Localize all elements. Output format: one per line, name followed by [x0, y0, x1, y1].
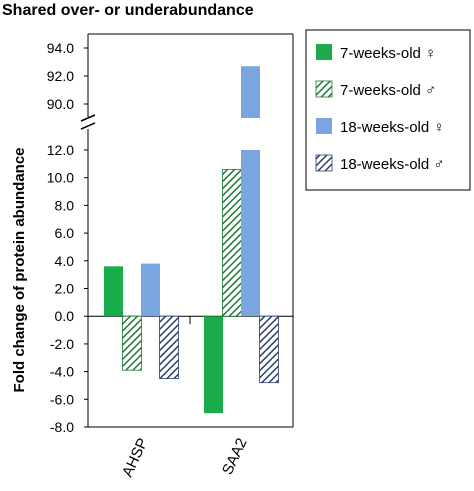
bar: [122, 315, 142, 371]
bar: [159, 315, 179, 379]
y-tick-label: -4.0: [50, 364, 74, 380]
y-tick-label: 94.0: [47, 40, 74, 56]
y-tick-label: 10.0: [47, 170, 74, 186]
plot-area: -8.0 -6.0 -4.0 -2.0 0.0 2.0 4.0 6.0 8.0 10.0 12.0 9…: [47, 33, 294, 480]
legend-label: 7-weeks-old ♂: [340, 82, 436, 99]
y-tick-label: 2.0: [55, 281, 75, 297]
y-tick-label: -8.0: [50, 419, 74, 435]
bar: [222, 168, 242, 317]
axis-break-mark: [80, 114, 96, 122]
bar-upper-segment: [241, 66, 260, 118]
legend-swatch: [315, 154, 333, 172]
bar: [141, 263, 160, 317]
y-tick-label: 12.0: [47, 142, 74, 158]
chart-title: Shared over- or underabundance: [2, 2, 254, 19]
x-category-label: AHSP: [119, 436, 152, 480]
y-tick-label: -2.0: [50, 336, 74, 352]
y-tick-label: -6.0: [50, 391, 74, 407]
legend-frame: [305, 29, 471, 191]
y-tick-label: 6.0: [55, 225, 75, 241]
axis-break-mark: [80, 122, 96, 130]
bar: [241, 150, 260, 317]
y-tick-label: 8.0: [55, 197, 75, 213]
x-category-label: SAA2: [219, 436, 251, 478]
bar: [104, 266, 123, 317]
y-tick-label: 90.0: [47, 96, 74, 112]
y-tick-label: 0.0: [55, 308, 75, 324]
y-tick-label: 92.0: [47, 68, 74, 84]
y-tick-label: 4.0: [55, 253, 75, 269]
legend-label: 18-weeks-old ♀: [340, 119, 445, 136]
bar: [259, 315, 279, 384]
legend-label: 7-weeks-old ♀: [340, 45, 436, 62]
legend-swatch: [316, 44, 332, 60]
legend-swatch: [316, 118, 332, 134]
y-axis-label: Fold change of protein abundance: [11, 147, 28, 392]
legend-label: 18-weeks-old ♂: [340, 156, 445, 173]
legend: 7-weeks-old ♀ 7-weeks-old ♂ 18-weeks-old ♀…: [305, 29, 471, 191]
legend-swatch: [315, 80, 333, 98]
bar: [204, 316, 223, 414]
